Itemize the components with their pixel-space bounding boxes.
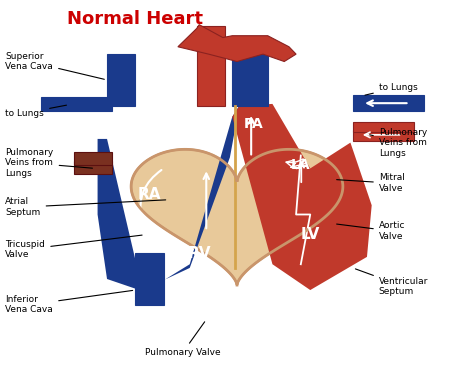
Polygon shape: [74, 152, 112, 165]
Polygon shape: [131, 149, 343, 285]
Polygon shape: [136, 253, 164, 305]
Text: RA: RA: [138, 187, 161, 202]
Polygon shape: [353, 95, 424, 111]
Text: to Lungs: to Lungs: [365, 83, 418, 95]
Polygon shape: [107, 54, 136, 106]
Text: Aortic
Valve: Aortic Valve: [337, 221, 405, 241]
Polygon shape: [98, 106, 239, 292]
Polygon shape: [353, 130, 414, 141]
Text: Superior
Vena Cava: Superior Vena Cava: [5, 52, 104, 79]
Polygon shape: [41, 97, 112, 111]
Text: Pulmonary
Veins from
Lungs: Pulmonary Veins from Lungs: [5, 148, 92, 178]
Text: Tricuspid
Valve: Tricuspid Valve: [5, 235, 142, 259]
Text: Pulmonary
Veins from
Lungs: Pulmonary Veins from Lungs: [370, 128, 427, 158]
Text: LA: LA: [291, 158, 310, 172]
Text: Pulmonary Valve: Pulmonary Valve: [145, 322, 220, 357]
Text: LV: LV: [301, 227, 320, 242]
Polygon shape: [178, 25, 296, 61]
Polygon shape: [232, 104, 372, 290]
Text: RV: RV: [187, 246, 211, 261]
Text: Ventricular
Septum: Ventricular Septum: [356, 269, 428, 296]
Text: AO: AO: [188, 128, 210, 142]
Text: Mitral
Valve: Mitral Valve: [337, 174, 405, 193]
Text: to Lungs: to Lungs: [5, 105, 66, 118]
Text: Inferior
Vena Cava: Inferior Vena Cava: [5, 290, 133, 314]
Polygon shape: [232, 36, 268, 106]
Polygon shape: [197, 27, 225, 106]
Text: Atrial
Septum: Atrial Septum: [5, 198, 166, 217]
Text: PA: PA: [244, 117, 264, 131]
Text: Normal Heart: Normal Heart: [67, 10, 203, 28]
Polygon shape: [74, 161, 112, 174]
Polygon shape: [353, 122, 414, 132]
